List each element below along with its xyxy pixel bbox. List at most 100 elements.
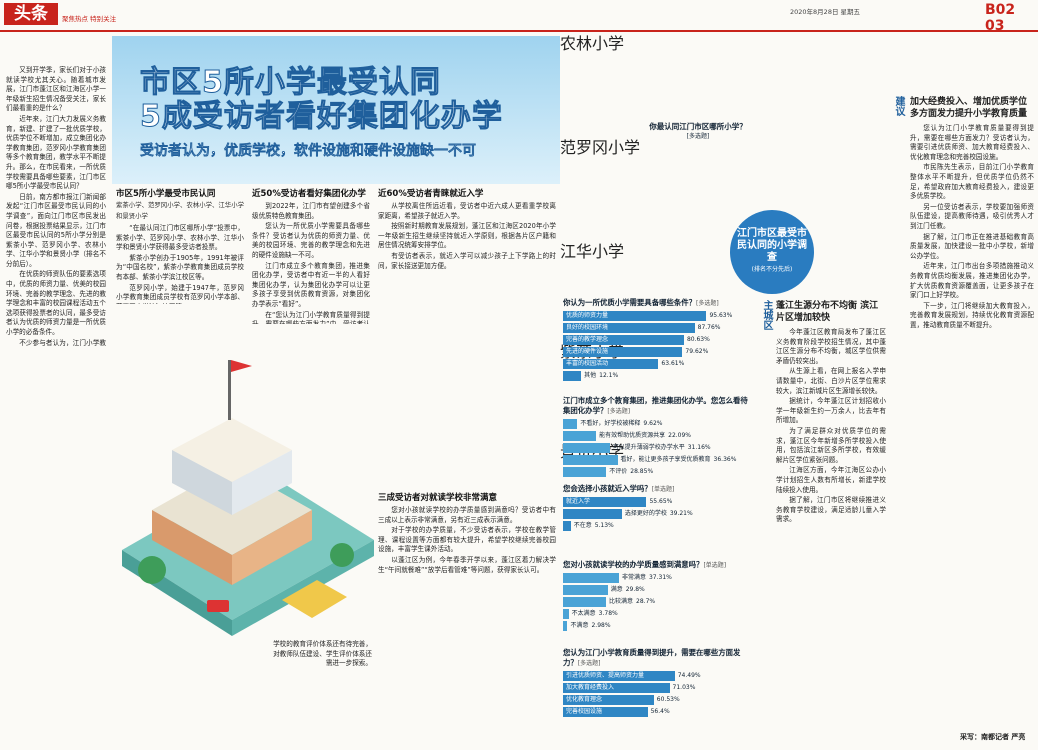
paragraph: 近年来，江门大力发展义务教育，新建、扩建了一批优质学校，优质学位不断增加，成立集… (6, 114, 106, 191)
paragraph: 江海区方面，今年江海区公办小学计划招生人数有所增长，新建学校陆续投入使用。 (776, 466, 886, 494)
bar (563, 695, 654, 705)
question-text: 您会选择小孩就近入学吗？ (563, 484, 652, 493)
section-heading: 近60%受访者青睐就近入学 (378, 189, 484, 199)
survey-row: 先进的硬件设施 79.62% (563, 347, 755, 357)
bar-label: 比较满意 (609, 598, 634, 605)
article-column: 近50%受访者看好集团化办学 到2022年，江门市有望创建多个省级优质特色教育集团… (252, 186, 370, 324)
suggestion-title: 加大经费投入、增加优质学位 多方面发力提升小学教育质量 (910, 97, 1028, 119)
survey-row: 优质的师资力量 95.63% (563, 311, 755, 321)
value-label: 71.03% (672, 684, 696, 691)
survey: 您对小孩就读学校的办学质量感到满意吗？[单选题] 非常满意 37.31% 满意 29.8… (563, 560, 755, 633)
survey-row: 加大教育经费投入 71.03% (563, 683, 755, 693)
question-note: [多选题] (577, 660, 601, 667)
badge-note: (排名不分先后) (751, 266, 793, 273)
question-note: [多选题] (696, 300, 719, 307)
headline-line: 5成受访者看好集团化办学 (140, 99, 503, 134)
question-text: 你认为一所优质小学需要具备哪些条件？ (563, 298, 697, 307)
paragraph: 据了解，江门市正在推进基础教育高质量发展，加快建设一批中小学校，新增公办学位。 (910, 232, 1034, 260)
value-label: 28.85% (630, 468, 654, 475)
bar-label: 良好的校园环境 (566, 324, 609, 331)
survey-row: 满意 29.8% (563, 585, 755, 595)
question-text: 您对小孩就读学校的办学质量感到满意吗？ (563, 560, 704, 569)
bar-label: 可以提升薄弱学校办学水平 (612, 444, 685, 451)
illustration-caption: 学校的教育评价体系还有待完善，对教师队伍建设、学生评价体系还需进一步探索。 (272, 640, 372, 730)
bar (563, 455, 618, 465)
survey-row: 能有效帮助优质资源共享 22.09% (563, 431, 755, 441)
survey-row: 非常满意 37.31% (563, 573, 755, 583)
headline: 市区5所小学最受认同 5成受访者看好集团化办学 (140, 65, 503, 134)
survey-row: 比较满意 28.7% (563, 597, 755, 607)
value-label: 37.31% (648, 574, 672, 581)
bar (563, 443, 610, 453)
bar (563, 497, 647, 507)
section-subheading: 紫茶小学、范罗冈小学、农林小学、江华小学和景贤小学 (116, 201, 244, 220)
question-text: 江门市成立多个教育集团，推进集团化办学。您怎么看待集团化办学？ (563, 396, 748, 415)
subheadline: 受访者认为，优质学校，软件设施和硬件设施缺一不可 (140, 143, 476, 159)
bar-label: 完善校园设施 (566, 708, 603, 715)
paragraph: 以蓬江区为例，今年春季开学以来，蓬江区着力解决学生“午间就餐难”“放学后看管难”… (378, 555, 556, 574)
bar (563, 597, 607, 607)
paragraph: 另一位受访者表示，学校要加强师资队伍建设，提高教师待遇，吸引优秀人才到江门任教。 (910, 202, 1034, 230)
bar-label: 能有效帮助优质资源共享 (599, 432, 666, 439)
article-column: 三成受访者对就读学校非常满意 您对小孩就读学校的办学质量感到满意吗？受访者中有三成… (378, 490, 556, 740)
bar (563, 509, 622, 519)
paragraph: “在最认同江门市区哪所小学”投票中，紫茶小学、范罗冈小学、农林小学、江华小学和景… (116, 224, 244, 252)
survey-row: 丰富的校园活动 63.61% (563, 359, 755, 369)
suggestion-tag: 建议 (893, 96, 904, 116)
survey-row: 不看好，好学校被稀释 9.62% (563, 419, 755, 429)
bar (563, 335, 684, 345)
survey-row: 优化教育理念 60.53% (563, 695, 755, 705)
survey: 江门市成立多个教育集团，推进集团化办学。您怎么看待集团化办学？[多选题] 不看好，… (563, 396, 755, 479)
bar (563, 585, 608, 595)
paragraph: 对于学校的办学质量，不少受访者表示，学校在教学管理、课程设置等方面都有较大提升，… (378, 526, 556, 554)
bar-label: 先进的硬件设施 (566, 348, 609, 355)
question-text: 您认为江门小学教育质量得到提升，需要在哪些方面发力？ (563, 648, 741, 667)
bar (563, 621, 568, 631)
paragraph: 江门市成立多个教育集团，推进集团化办学，受访者中有近一半的人看好集团化办学，认为… (252, 261, 370, 308)
article-column: 市区5所小学最受市民认同 紫茶小学、范罗冈小学、农林小学、江华小学和景贤小学 “在最… (116, 186, 244, 304)
bar-label: 引进优质师资、提高师资力量 (566, 672, 645, 679)
survey-row: 其他 12.1% (563, 371, 755, 381)
section-heading: 三成受访者对就读学校非常满意 (378, 493, 498, 503)
paragraph: 有受访者表示，就近入学可以减少孩子上下学路上的时间，家长接送更加方便。 (378, 251, 556, 270)
bar (563, 671, 675, 681)
paragraph: 市民陈先生表示，目前江门小学教育整体水平不断提升，但优质学位仍然不足，希望政府加… (910, 163, 1034, 201)
value-label: 36.36% (713, 456, 737, 463)
paragraph: 紫茶小学创办于1905年，1991年被评为“中国名校”，紫茶小学教育集团成员学校… (116, 253, 244, 281)
school-bubble: 范罗冈小学 (560, 138, 641, 157)
caption-text: 学校的教育评价体系还有待完善，对教师队伍建设、学生评价体系还需进一步探索。 (273, 640, 372, 668)
value-label: 2.98% (591, 622, 611, 629)
survey: 您认为江门小学教育质量得到提升，需要在哪些方面发力？[多选题] 引进优质师资、提高… (563, 648, 755, 719)
bar (563, 311, 707, 321)
survey-row: 不太满意 3.78% (563, 609, 755, 619)
question-note: [多选题] (607, 408, 631, 415)
date: 2020年8月28日 星期五 (790, 8, 861, 16)
bar (563, 683, 670, 693)
lead-column: 又到开学季，家长们对于小孩就读学校尤其关心。随着城市发展，江门市蓬江区和江海区小… (6, 66, 106, 346)
value-label: 12.1% (599, 372, 619, 379)
value-label: 31.16% (687, 444, 711, 451)
survey-row: 引进优质师资、提高师资力量 74.49% (563, 671, 755, 681)
headline-panel (112, 36, 560, 184)
bar-label: 不看好，好学校被稀释 (580, 420, 641, 427)
bar (563, 323, 695, 333)
bar (563, 371, 582, 381)
question-note: [多选题] (686, 133, 710, 140)
bar (563, 431, 597, 441)
school-bubble: 江华小学 (560, 242, 625, 261)
survey-question: 您认为江门小学教育质量得到提升，需要在哪些方面发力？[多选题] (563, 648, 755, 669)
survey-row: 完善的教学理念 80.63% (563, 335, 755, 345)
value-label: 87.76% (697, 324, 721, 331)
survey-question: 江门市成立多个教育集团，推进集团化办学。您怎么看待集团化办学？[多选题] (563, 396, 755, 417)
bar (563, 521, 571, 531)
value-label: 63.61% (661, 360, 685, 367)
masthead: 头条 聚焦热点 特别关注 2020年8月28日 星期五 B02 03 (0, 0, 1038, 34)
survey: 您会选择小孩就近入学吗？[单选题] 就近入学 55.65% 选择更好的学校 39.21%… (563, 484, 755, 533)
paragraph: 近年来，江门市出台多项措施推动义务教育优质均衡发展，推进集团化办学，扩大优质教育… (910, 262, 1034, 300)
bar-label: 选择更好的学校 (624, 510, 667, 517)
byline: 采写：南都记者 严亮 (960, 733, 1026, 741)
article-column: 近60%受访者青睐就近入学 从学校离住所远近看，受访者中近六成人更看重学校离家距离… (378, 186, 556, 486)
value-label: 79.62% (685, 348, 709, 355)
school-bubble: 农林小学 (560, 34, 625, 53)
